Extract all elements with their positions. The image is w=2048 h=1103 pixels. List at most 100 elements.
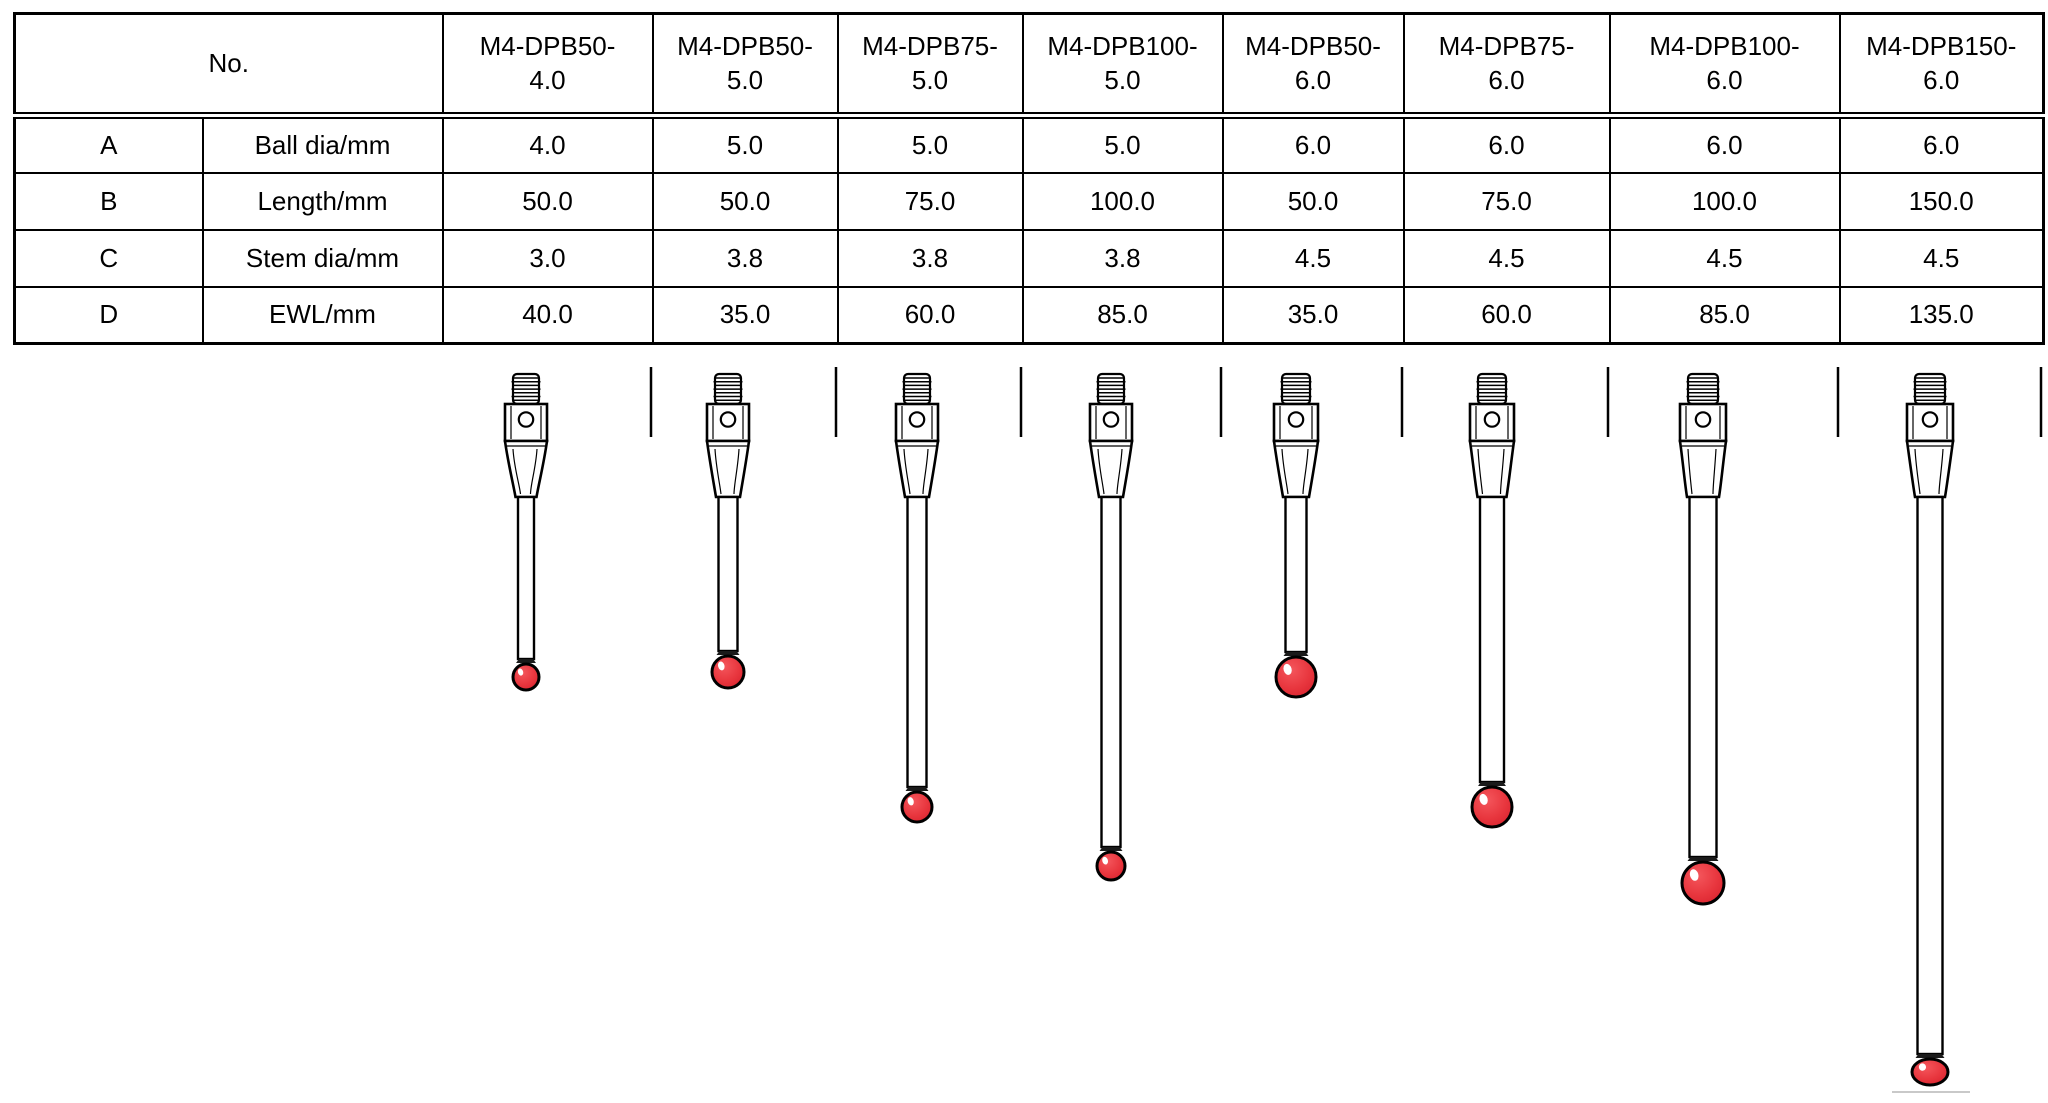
- holder-hole-icon: [1921, 411, 1939, 428]
- spec-value-cell: 6.0: [1838, 114, 2045, 174]
- stylus-stem: [1478, 495, 1506, 784]
- thread-icon: [713, 372, 743, 406]
- ball-highlight: [517, 668, 524, 676]
- row-letter-cell: A: [13, 114, 204, 174]
- spec-value-cell: 50.0: [441, 171, 654, 231]
- thread-icon: [902, 372, 932, 406]
- spec-value-cell: 40.0: [441, 285, 654, 345]
- ball-seat-cap: [1915, 1054, 1945, 1058]
- row-label-cell: Length/mm: [201, 171, 444, 231]
- holder-body: [1468, 402, 1516, 443]
- ball-highlight: [1918, 1063, 1927, 1071]
- spec-row-B: B Length/mm 50.0 50.0 75.0 100.0 50.0 75.0 100.0…: [13, 171, 2045, 231]
- model-header-cell: M4-DPB100- 6.0: [1608, 12, 1841, 119]
- spec-value-cell: 60.0: [836, 285, 1024, 345]
- model-header-cell: M4-DPB50- 5.0: [651, 12, 839, 119]
- spec-value-cell: 50.0: [1221, 171, 1405, 231]
- spec-value-cell: 3.8: [1021, 228, 1224, 288]
- stylus-stem: [906, 495, 928, 789]
- spec-value-cell: 4.0: [441, 114, 654, 174]
- stylus-drawing-M4-DPB100-5.0: [1088, 372, 1134, 882]
- ruby-ball: [1274, 655, 1318, 699]
- row-label-cell: Ball dia/mm: [201, 114, 444, 174]
- thread-icon: [1280, 372, 1312, 406]
- row-letter-cell: B: [13, 171, 204, 231]
- spec-row-C: C Stem dia/mm 3.0 3.8 3.8 3.8 4.5 4.5 4.5 4.5: [13, 228, 2045, 288]
- corner-header-cell: No.: [13, 12, 444, 119]
- spec-value-cell: 3.8: [651, 228, 839, 288]
- holder-hole-icon: [517, 411, 535, 428]
- taper-cone: [1272, 439, 1320, 499]
- ball-highlight: [1102, 856, 1109, 865]
- holder-hole-icon: [1483, 411, 1501, 428]
- taper-cone: [1678, 439, 1728, 499]
- stylus-drawing-M4-DPB50-4.0: [503, 372, 549, 692]
- spec-value-cell: 6.0: [1608, 114, 1841, 174]
- holder-body: [1088, 402, 1134, 443]
- ball-seat-cap: [1099, 847, 1123, 851]
- holder-body: [1905, 402, 1955, 443]
- model-header-cell: M4-DPB50- 4.0: [441, 12, 654, 119]
- taper-cone: [1905, 439, 1955, 499]
- row-label-cell: Stem dia/mm: [201, 228, 444, 288]
- taper-cone: [1468, 439, 1516, 499]
- stylus-stem: [717, 495, 739, 653]
- spec-value-cell: 75.0: [836, 171, 1024, 231]
- ruby-ball: [900, 790, 934, 824]
- spec-value-cell: 60.0: [1402, 285, 1611, 345]
- spec-value-cell: 6.0: [1221, 114, 1405, 174]
- spec-row-A: A Ball dia/mm 4.0 5.0 5.0 5.0 6.0 6.0 6.0 6.0: [13, 114, 2045, 174]
- spec-value-cell: 4.5: [1402, 228, 1611, 288]
- row-letter-cell: C: [13, 228, 204, 288]
- spec-value-cell: 85.0: [1021, 285, 1224, 345]
- stylus-drawing-M4-DPB150-6.0: [1892, 372, 1970, 1093]
- taper-cone: [705, 439, 751, 499]
- ball-highlight: [1479, 793, 1488, 805]
- spec-value-cell: 5.0: [1021, 114, 1224, 174]
- spec-value-cell: 35.0: [1221, 285, 1405, 345]
- taper-cone: [1088, 439, 1134, 499]
- stylus-stem: [1284, 495, 1308, 654]
- model-header-cell: M4-DPB100- 5.0: [1021, 12, 1224, 119]
- table-header-row: No. M4-DPB50- 4.0 M4-DPB50- 5.0 M4-DPB75- …: [13, 12, 2045, 119]
- ball-highlight: [717, 661, 725, 671]
- spec-value-cell: 100.0: [1608, 171, 1841, 231]
- holder-hole-icon: [1102, 411, 1120, 428]
- row-letter-cell: D: [13, 285, 204, 345]
- ball-seat-cap: [1283, 652, 1309, 656]
- spec-value-cell: 35.0: [651, 285, 839, 345]
- ruby-ball: [710, 654, 746, 690]
- spec-value-cell: 3.0: [441, 228, 654, 288]
- ruby-ball: [1095, 850, 1127, 882]
- stylus-drawing-M4-DPB75-5.0: [894, 372, 940, 824]
- stylus-stem: [1688, 495, 1718, 859]
- holder-hole-icon: [719, 411, 737, 428]
- holder-body: [1272, 402, 1320, 443]
- spec-value-cell: 5.0: [651, 114, 839, 174]
- stylus-drawing-M4-DPB100-6.0: [1678, 372, 1728, 906]
- stylus-drawing-M4-DPB75-6.0: [1468, 372, 1516, 829]
- holder-hole-icon: [1694, 411, 1712, 428]
- thread-icon: [1913, 372, 1947, 406]
- ball-highlight: [1689, 869, 1699, 881]
- spec-value-cell: 100.0: [1021, 171, 1224, 231]
- holder-body: [1678, 402, 1728, 443]
- thread-icon: [511, 372, 541, 406]
- stylus-stem: [1100, 495, 1122, 849]
- spec-value-cell: 5.0: [836, 114, 1024, 174]
- taper-cone: [894, 439, 940, 499]
- ball-seat-cap: [516, 659, 536, 663]
- model-header-cell: M4-DPB150- 6.0: [1838, 12, 2045, 119]
- ruby-ball: [1680, 860, 1726, 906]
- spec-value-cell: 4.5: [1221, 228, 1405, 288]
- ball-seat-cap: [1478, 782, 1506, 786]
- spec-value-cell: 3.8: [836, 228, 1024, 288]
- spec-row-D: D EWL/mm 40.0 35.0 60.0 85.0 35.0 60.0 85.0 135.0: [13, 285, 2045, 345]
- thread-icon: [1476, 372, 1508, 406]
- ruby-ball: [511, 662, 541, 692]
- stylus-drawing-M4-DPB50-6.0: [1272, 372, 1320, 699]
- spec-value-cell: 150.0: [1838, 171, 2045, 231]
- thread-icon: [1686, 372, 1720, 406]
- ruby-ball: [1470, 785, 1514, 829]
